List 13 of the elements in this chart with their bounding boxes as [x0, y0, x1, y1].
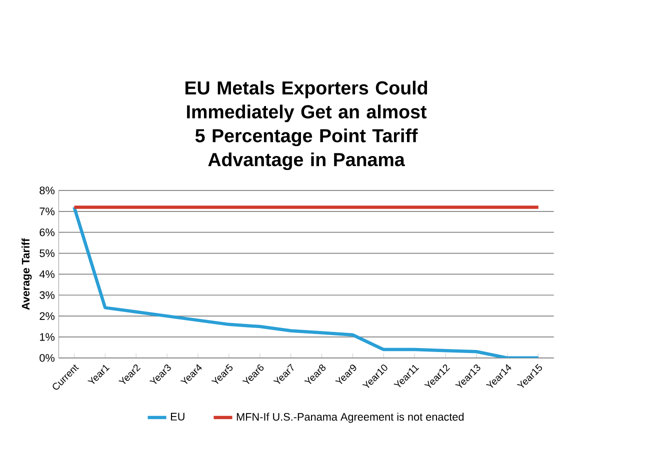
legend-label: MFN-If U.S.-Panama Agreement is not enacted [236, 412, 464, 423]
y-axis-title: Average Tariff [22, 238, 32, 310]
chart-title: EU Metals Exporters Could Immediately Get an almost 5 Percentage Point Tariff Advantage in Panama [186, 80, 428, 170]
y-tick-label: 1% [40, 333, 55, 341]
y-tick-label: 6% [40, 228, 55, 236]
y-tick-label: 8% [40, 186, 55, 194]
y-tick-label: 2% [40, 312, 55, 320]
y-tick-label: 3% [40, 291, 55, 299]
y-tick-label: 4% [39, 270, 55, 278]
y-tick-label: 5% [40, 249, 55, 258]
legend-label: EU [170, 412, 184, 421]
y-tick-label: 0% [40, 354, 55, 362]
y-tick-label: 7% [40, 208, 55, 216]
